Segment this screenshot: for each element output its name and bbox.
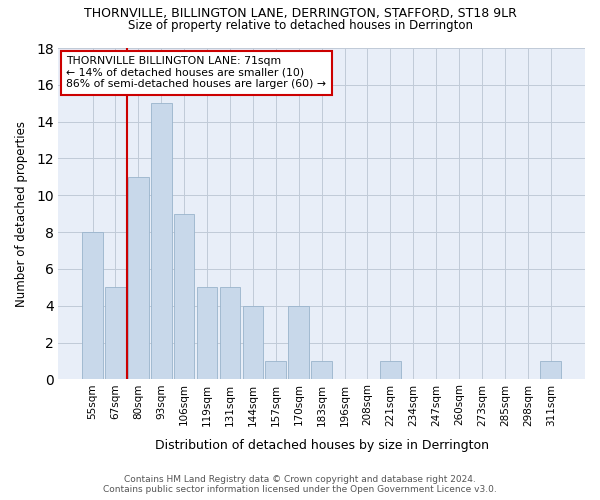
Bar: [541, 361, 561, 380]
Bar: [289, 306, 309, 380]
Bar: [128, 177, 149, 380]
Bar: [242, 306, 263, 380]
Bar: [151, 103, 172, 380]
Bar: [265, 361, 286, 380]
Bar: [174, 214, 194, 380]
Text: THORNVILLE BILLINGTON LANE: 71sqm
← 14% of detached houses are smaller (10)
86% : THORNVILLE BILLINGTON LANE: 71sqm ← 14% …: [66, 56, 326, 90]
Text: Size of property relative to detached houses in Derrington: Size of property relative to detached ho…: [128, 18, 473, 32]
Text: Contains HM Land Registry data © Crown copyright and database right 2024.
Contai: Contains HM Land Registry data © Crown c…: [103, 474, 497, 494]
Bar: [197, 288, 217, 380]
X-axis label: Distribution of detached houses by size in Derrington: Distribution of detached houses by size …: [155, 440, 488, 452]
Bar: [82, 232, 103, 380]
Bar: [105, 288, 126, 380]
Text: THORNVILLE, BILLINGTON LANE, DERRINGTON, STAFFORD, ST18 9LR: THORNVILLE, BILLINGTON LANE, DERRINGTON,…: [83, 8, 517, 20]
Bar: [380, 361, 401, 380]
Bar: [220, 288, 240, 380]
Y-axis label: Number of detached properties: Number of detached properties: [15, 120, 28, 306]
Bar: [311, 361, 332, 380]
